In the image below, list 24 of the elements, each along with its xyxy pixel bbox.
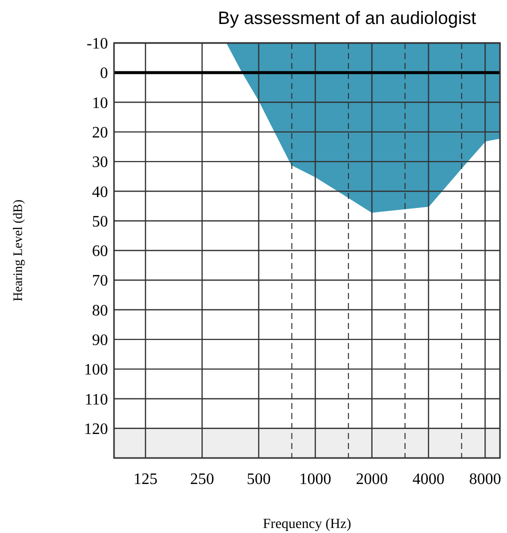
y-tick-label: 90	[92, 332, 108, 350]
y-tick-label: 10	[92, 94, 108, 112]
y-tick-label: 30	[92, 154, 108, 172]
y-tick-label: 70	[92, 272, 108, 290]
x-tick-label: 8000	[469, 471, 502, 488]
x-axis-title: Frequency (Hz)	[262, 517, 352, 532]
y-tick-label: 40	[92, 184, 108, 201]
x-tick-label: 4000	[412, 471, 445, 488]
chart-title: By assessment of an audiologist	[218, 8, 476, 28]
y-tick-label: 60	[92, 243, 108, 260]
y-tick-label: 120	[84, 420, 108, 438]
y-tick-label: 100	[84, 362, 108, 379]
x-tick-label: 1000	[299, 471, 332, 488]
y-tick-label: 50	[92, 213, 108, 230]
y-tick-label: -10	[86, 36, 108, 53]
x-tick-label: 2000	[356, 471, 388, 488]
y-tick-label: 20	[92, 124, 108, 142]
x-tick-label: 500	[246, 471, 271, 488]
y-tick-label: 0	[100, 65, 108, 82]
y-tick-label: 80	[92, 302, 108, 320]
y-tick-label: 110	[84, 391, 108, 408]
x-tick-label: 250	[190, 471, 214, 488]
y-axis-title: Hearing Level (dB)	[10, 200, 25, 302]
x-tick-label: 125	[133, 471, 158, 488]
